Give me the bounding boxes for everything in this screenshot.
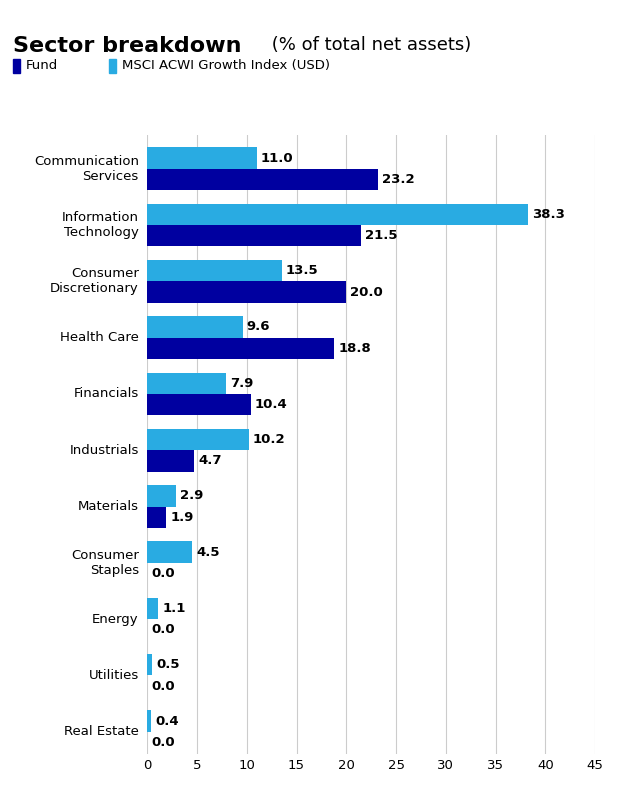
- Text: 13.5: 13.5: [285, 264, 318, 277]
- Bar: [147, 542, 192, 563]
- Text: 21.5: 21.5: [365, 229, 397, 242]
- Text: 2.9: 2.9: [180, 489, 204, 503]
- Bar: [147, 204, 529, 225]
- Text: (% of total net assets): (% of total net assets): [266, 36, 471, 54]
- Bar: [147, 485, 176, 507]
- Text: Fund: Fund: [26, 60, 58, 72]
- Text: 1.1: 1.1: [162, 602, 186, 615]
- Text: 1.9: 1.9: [170, 511, 193, 524]
- Text: 0.4: 0.4: [155, 715, 179, 727]
- Text: 4.5: 4.5: [196, 545, 220, 559]
- Bar: [147, 450, 194, 472]
- Text: 7.9: 7.9: [230, 377, 253, 390]
- Text: 0.0: 0.0: [151, 567, 175, 580]
- Text: Sector breakdown: Sector breakdown: [13, 36, 241, 56]
- Bar: [147, 260, 282, 281]
- Text: 0.0: 0.0: [151, 623, 175, 636]
- Bar: [147, 281, 346, 303]
- Bar: [147, 654, 152, 676]
- Bar: [147, 316, 243, 337]
- Text: 23.2: 23.2: [382, 173, 415, 186]
- Text: 10.4: 10.4: [255, 398, 287, 411]
- Text: 38.3: 38.3: [532, 208, 565, 221]
- Bar: [147, 711, 151, 732]
- Bar: [147, 169, 378, 190]
- Text: 0.5: 0.5: [156, 658, 180, 671]
- Text: 10.2: 10.2: [253, 433, 285, 446]
- Bar: [147, 429, 249, 450]
- Text: 9.6: 9.6: [247, 321, 270, 333]
- Text: 20.0: 20.0: [350, 286, 383, 299]
- Bar: [147, 507, 166, 528]
- Bar: [147, 337, 334, 359]
- Bar: [147, 148, 257, 169]
- Text: 18.8: 18.8: [339, 342, 371, 355]
- Text: 4.7: 4.7: [198, 454, 221, 468]
- Bar: [147, 598, 158, 619]
- Text: 11.0: 11.0: [260, 152, 293, 164]
- Text: 0.0: 0.0: [151, 736, 175, 749]
- Bar: [147, 372, 226, 394]
- Bar: [147, 394, 251, 415]
- Text: MSCI ACWI Growth Index (USD): MSCI ACWI Growth Index (USD): [122, 60, 330, 72]
- Bar: [147, 225, 361, 246]
- Text: 0.0: 0.0: [151, 680, 175, 692]
